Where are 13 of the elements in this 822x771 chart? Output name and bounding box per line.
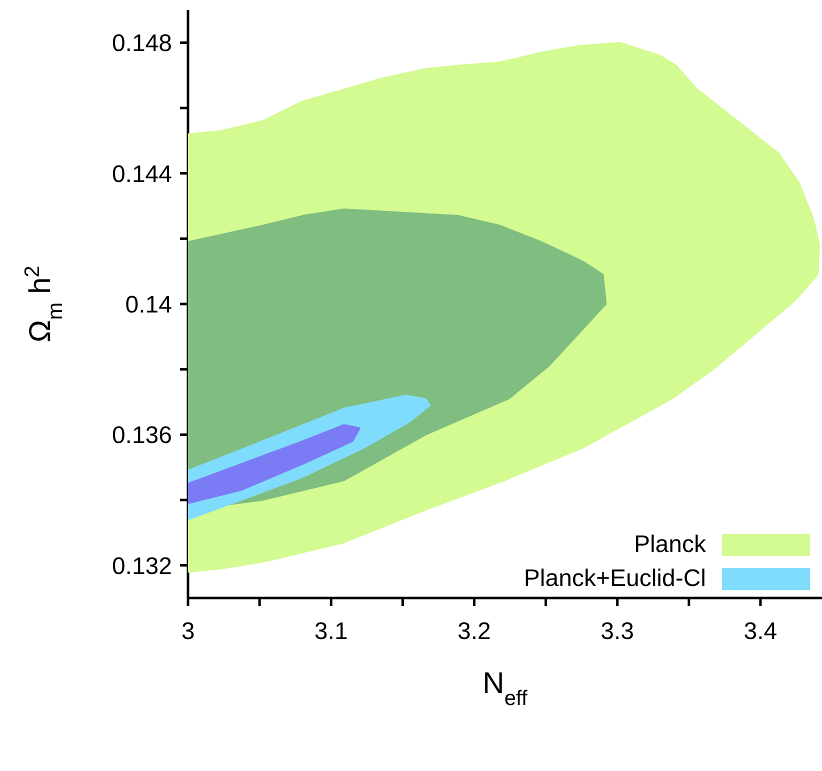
legend-label: Planck+Euclid-Cl [524, 565, 706, 593]
y-tick-label: 0.14 [125, 292, 172, 319]
x-tick-label: 3.2 [458, 618, 491, 646]
y-tick-label: 0.136 [112, 422, 172, 450]
x-tick-label: 3.3 [600, 618, 634, 646]
x-tick-label: 3.4 [744, 618, 778, 646]
x-axis-title: N$_{eff}$ [482, 667, 528, 710]
y-tick-label: 0.132 [112, 552, 172, 580]
legend-label: Planck [634, 531, 706, 559]
y-tick-label: 0.144 [112, 160, 172, 188]
x-tick-label: 3.1 [314, 618, 348, 646]
y-tick-label: 0.148 [112, 30, 172, 58]
x-tick-label: 3 [181, 618, 195, 646]
